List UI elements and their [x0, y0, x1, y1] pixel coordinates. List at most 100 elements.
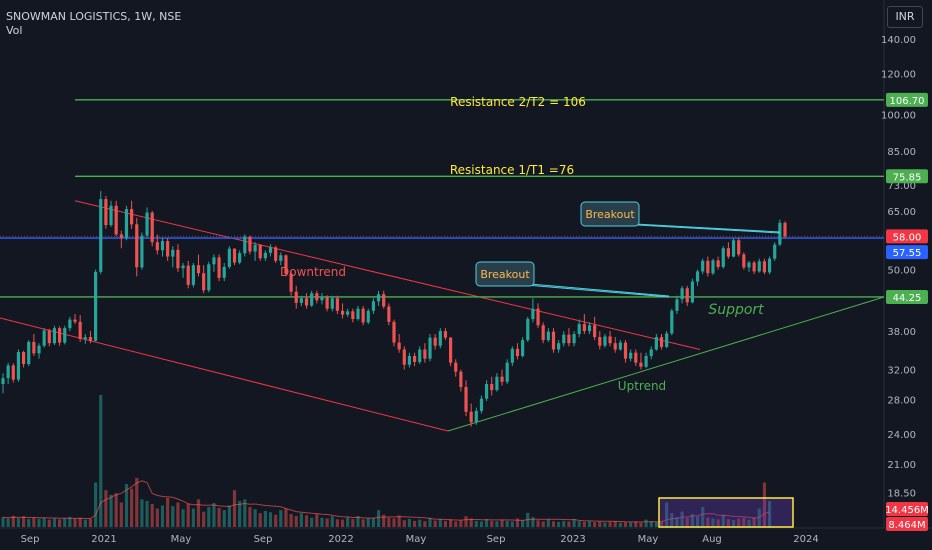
volume-bar [402, 520, 406, 527]
candle [773, 242, 777, 261]
volume-bar [598, 521, 602, 527]
candle-body [99, 199, 103, 272]
candle [346, 308, 350, 317]
volume-bar [680, 511, 684, 527]
candle [654, 334, 658, 351]
candle [479, 395, 484, 414]
candle [644, 352, 648, 369]
currency-button[interactable]: INR [887, 6, 923, 28]
candle [742, 252, 746, 270]
candle [145, 207, 149, 239]
candle [387, 303, 391, 326]
candle-body [567, 334, 571, 344]
candle-body [217, 257, 221, 278]
candle [521, 337, 525, 358]
candle [670, 308, 674, 336]
candle [376, 290, 381, 307]
volume-bar [150, 503, 154, 527]
candle [299, 295, 303, 307]
volume-bar [418, 519, 422, 527]
candle-body [340, 310, 345, 315]
candle-body [382, 294, 386, 307]
candle-body [279, 255, 283, 261]
candle-body [366, 310, 370, 323]
candle [526, 316, 530, 342]
volume-bar [47, 519, 51, 527]
candle [737, 238, 741, 257]
candle-body [701, 260, 705, 272]
volume-bar [438, 519, 442, 527]
candle [253, 242, 257, 261]
candle [433, 334, 437, 350]
candle-body [577, 324, 581, 335]
candle [330, 295, 334, 312]
candle-body [587, 325, 592, 332]
volume-bar [644, 519, 648, 527]
volume-bar [253, 509, 257, 527]
volume-bar [6, 518, 10, 527]
candle-body [325, 297, 329, 309]
candle-body [767, 258, 772, 273]
volume-highlight-box [658, 497, 794, 528]
price-tick: 100.00 [881, 110, 916, 121]
volume-bar [387, 517, 391, 527]
candle [335, 295, 340, 315]
candle-body [176, 249, 180, 269]
volume-bar [505, 520, 509, 527]
price-badge: 58.00 [886, 229, 928, 244]
candle-body [613, 343, 617, 350]
volume-bar [577, 521, 581, 527]
candle-body [27, 341, 31, 365]
candle-body [299, 298, 303, 303]
volume-bar [263, 511, 267, 527]
volume-bar [94, 482, 98, 527]
candle-body [721, 248, 725, 267]
candle-body [320, 297, 324, 301]
candle [428, 334, 432, 362]
candle [572, 331, 576, 347]
volume-bar [243, 499, 247, 527]
candle-body [593, 325, 597, 338]
candle-body [294, 291, 298, 303]
candle-body [104, 199, 108, 226]
candle-body [258, 245, 262, 259]
candle [217, 254, 221, 282]
candle [557, 340, 561, 353]
time-tick: Sep [21, 534, 40, 545]
volume-label[interactable]: Vol [6, 24, 23, 37]
candle [783, 221, 787, 239]
candle [582, 314, 586, 335]
candle [263, 250, 267, 261]
candle-body [711, 260, 715, 274]
volume-bar [454, 521, 458, 527]
volume-bar [361, 519, 365, 527]
volume-bar [171, 506, 175, 527]
volume-bar [495, 521, 499, 527]
volume-bar [258, 513, 262, 527]
candle-body [526, 319, 530, 341]
candle-body [181, 265, 185, 269]
candle-body [109, 205, 113, 226]
volume-bar [21, 516, 26, 527]
symbol-title[interactable]: SNOWMAN LOGISTICS, 1W, NSE [6, 10, 182, 23]
support-label: Support [708, 302, 764, 318]
candle [166, 238, 170, 261]
breakout-callout-top-pointer-edge [618, 223, 781, 234]
volume-bar [315, 514, 319, 527]
volume-bar [11, 515, 15, 527]
volume-bar [279, 510, 283, 527]
candle-body [274, 247, 278, 261]
candle [531, 298, 535, 323]
resistance2-label: Resistance 2/T2 = 106 [450, 95, 586, 109]
volume-bar [351, 519, 355, 527]
candle-body [479, 398, 484, 411]
candle-body [623, 342, 628, 359]
candle [21, 350, 26, 368]
candle [52, 325, 57, 346]
candle [284, 254, 288, 277]
volume-bar [181, 509, 185, 527]
candle-body [6, 365, 10, 379]
candle [119, 230, 123, 249]
volume-bar [202, 511, 206, 527]
